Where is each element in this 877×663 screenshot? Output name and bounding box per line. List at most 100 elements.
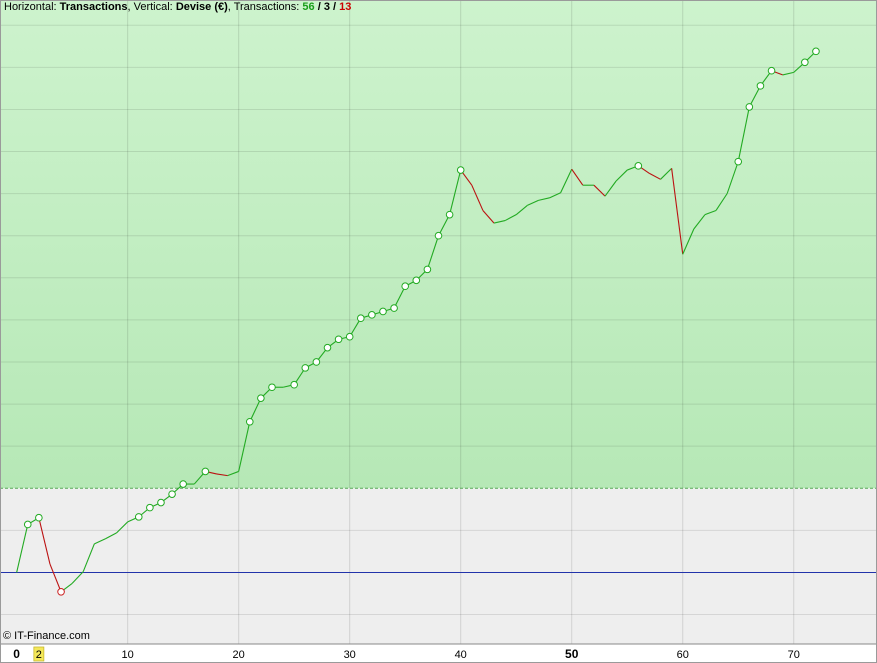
equity-segment-up	[438, 214, 451, 236]
transactions-label: , Transactions:	[227, 1, 300, 13]
vertical-gridlines	[127, 0, 795, 644]
x-tick-label: 10	[122, 649, 134, 661]
equity-segment-up	[693, 214, 706, 230]
equity-segment-up	[16, 524, 29, 573]
trade-marker-up	[334, 335, 343, 344]
equity-segment-up	[116, 521, 129, 534]
equity-segment-up	[515, 204, 528, 216]
equity-segment-up	[94, 538, 106, 545]
trade-marker-up	[445, 210, 454, 219]
trade-marker-up	[179, 480, 187, 488]
separator: /	[314, 1, 324, 13]
equity-segment-down	[216, 473, 228, 477]
trade-marker-up	[257, 394, 265, 402]
horizontal-label: Horizontal:	[4, 1, 57, 13]
equity-segment-down	[38, 517, 51, 565]
equity-segment-up	[238, 421, 251, 472]
trade-marker-up	[379, 307, 387, 316]
trade-marker-up	[35, 513, 43, 522]
trade-marker-up	[401, 282, 409, 291]
equity-segment-up	[449, 169, 462, 215]
equity-segment-up	[560, 168, 573, 194]
equity-segment-up	[393, 285, 406, 309]
equity-segment-down	[49, 563, 62, 593]
x-tick-label: 30	[344, 649, 356, 661]
x-tick-label: 60	[677, 649, 689, 661]
trade-marker-up	[434, 231, 443, 240]
equity-segment-up	[227, 470, 239, 477]
equity-segment-down	[671, 168, 684, 255]
trade-marker-up	[801, 58, 809, 67]
x-tick-label: 0	[13, 647, 20, 661]
winning-count: 56	[302, 1, 315, 13]
chart-header: Horizontal: Transactions, Vertical: Devi…	[4, 1, 351, 14]
trade-marker-up	[290, 380, 298, 389]
trade-marker-up	[157, 498, 165, 507]
trade-marker-up	[634, 162, 643, 170]
losing-count: 13	[339, 1, 352, 13]
trade-marker-up	[245, 417, 254, 426]
equity-segment-up	[82, 543, 95, 572]
trade-marker-up	[23, 520, 32, 529]
x-axis-band	[0, 645, 877, 663]
trade-marker-up	[323, 343, 332, 352]
trade-marker-up	[423, 265, 432, 274]
vertical-value: Devise (€)	[175, 1, 228, 13]
equity-segment-up	[615, 169, 628, 182]
trade-marker-up	[268, 383, 276, 392]
equity-segment-down	[482, 210, 495, 224]
trade-marker-up	[134, 513, 143, 521]
trade-markers	[23, 47, 820, 596]
equity-segment-up	[682, 228, 695, 255]
equity-segment-up	[704, 209, 717, 216]
trade-marker-up	[312, 358, 321, 366]
x-tick-label: 50	[565, 647, 579, 661]
positive-zone	[0, 0, 877, 489]
equity-segment-up	[549, 192, 561, 199]
trade-marker-up	[756, 82, 765, 90]
equity-segment-up	[249, 397, 262, 422]
trade-marker-up	[812, 47, 820, 56]
trade-marker-up	[146, 503, 154, 512]
trade-marker-up	[412, 276, 421, 285]
trade-marker-up	[767, 66, 776, 75]
equity-segment-up	[660, 167, 673, 180]
equity-segment-up	[782, 71, 794, 76]
trade-marker-up	[345, 332, 354, 341]
equity-segment-up	[748, 85, 761, 108]
separator: /	[329, 1, 340, 13]
trade-marker-up	[745, 103, 754, 111]
trade-marker-up	[734, 157, 743, 166]
x-tick-label: 40	[455, 649, 467, 661]
equity-segment-up	[726, 161, 739, 194]
horizontal-gridlines	[0, 24, 877, 616]
horizontal-value: Transactions	[59, 1, 128, 13]
equity-segment-up	[71, 571, 84, 584]
vertical-label: , Vertical:	[127, 1, 173, 13]
negative-zone	[0, 488, 877, 644]
equity-segment-down	[571, 168, 584, 186]
trade-marker-up	[456, 166, 465, 174]
equity-segment-up	[527, 199, 539, 206]
trade-marker-down	[57, 588, 65, 596]
equity-segment-up	[715, 193, 728, 211]
current-tick-highlight	[33, 646, 45, 662]
trade-marker-up	[356, 314, 365, 323]
equity-segment-up	[504, 214, 517, 222]
equity-segment-down	[649, 172, 661, 180]
equity-segment-up	[737, 106, 750, 162]
x-tick-label: 70	[788, 649, 800, 661]
copyright-text: © IT-Finance.com	[3, 630, 90, 642]
equity-segment-up	[493, 220, 506, 224]
trade-marker-up	[168, 490, 176, 498]
trade-marker-up	[390, 304, 398, 312]
equity-segment-up	[538, 197, 550, 201]
x-axis-ticks: 0 2 10 20 30 40 50 60 70	[13, 646, 800, 662]
equity-segment-up	[426, 235, 440, 270]
equity-segment-down	[471, 184, 484, 211]
equity-segment-up	[105, 532, 117, 540]
trade-marker-up	[368, 311, 376, 319]
trade-marker-up	[301, 364, 310, 372]
x-tick-label: 2	[36, 649, 42, 661]
